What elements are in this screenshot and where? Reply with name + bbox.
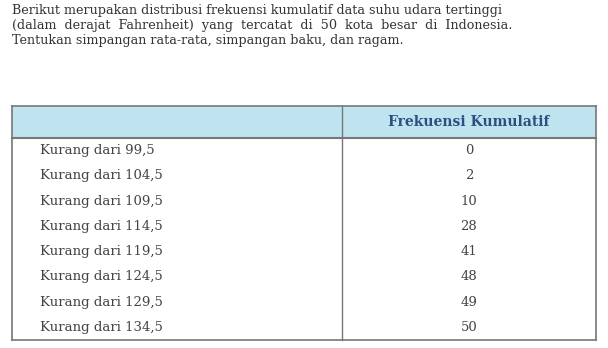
- Bar: [12, 138, 596, 340]
- Text: 49: 49: [460, 295, 477, 309]
- Text: Kurang dari 124,5: Kurang dari 124,5: [40, 270, 163, 283]
- Text: Kurang dari 134,5: Kurang dari 134,5: [40, 321, 163, 334]
- Text: Tentukan simpangan rata-rata, simpangan baku, dan ragam.: Tentukan simpangan rata-rata, simpangan …: [12, 34, 404, 47]
- Text: Kurang dari 114,5: Kurang dari 114,5: [40, 220, 163, 233]
- Text: 50: 50: [461, 321, 477, 334]
- Text: 10: 10: [461, 195, 477, 208]
- Text: 41: 41: [461, 245, 477, 258]
- Text: Kurang dari 99,5: Kurang dari 99,5: [40, 144, 154, 157]
- Text: Kurang dari 104,5: Kurang dari 104,5: [40, 169, 163, 182]
- Text: 28: 28: [461, 220, 477, 233]
- Text: Kurang dari 109,5: Kurang dari 109,5: [40, 195, 163, 208]
- Text: Kurang dari 119,5: Kurang dari 119,5: [40, 245, 163, 258]
- Text: 48: 48: [461, 270, 477, 283]
- Text: (dalam  derajat  Fahrenheit)  yang  tercatat  di  50  kota  besar  di  Indonesia: (dalam derajat Fahrenheit) yang tercatat…: [12, 19, 513, 32]
- Bar: [12, 106, 596, 138]
- Text: 2: 2: [465, 169, 473, 182]
- Text: Kurang dari 129,5: Kurang dari 129,5: [40, 295, 163, 309]
- Text: 0: 0: [465, 144, 473, 157]
- Text: Frekuensi Kumulatif: Frekuensi Kumulatif: [389, 115, 550, 129]
- Text: Berikut merupakan distribusi frekuensi kumulatif data suhu udara tertinggi: Berikut merupakan distribusi frekuensi k…: [12, 4, 502, 17]
